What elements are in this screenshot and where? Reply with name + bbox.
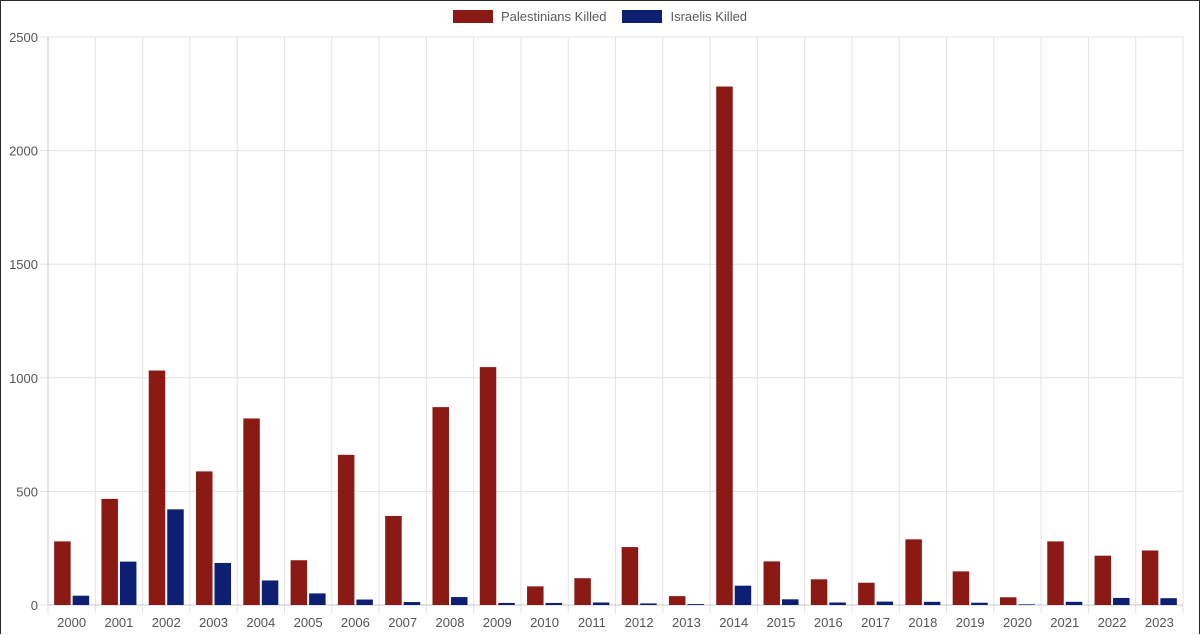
y-tick-label: 1000 xyxy=(9,371,38,386)
bar-israelis-2016[interactable] xyxy=(829,602,846,605)
bar-israelis-2018[interactable] xyxy=(923,601,941,605)
x-tick-label: 2013 xyxy=(672,615,701,630)
x-tick-label: 2018 xyxy=(908,615,937,630)
bar-palestinians-2010[interactable] xyxy=(527,586,544,605)
bar-israelis-2000[interactable] xyxy=(72,595,90,605)
x-tick-label: 2005 xyxy=(294,615,323,630)
bar-israelis-2010[interactable] xyxy=(545,602,563,605)
bar-israelis-2023[interactable] xyxy=(1160,598,1177,605)
bar-israelis-2004[interactable] xyxy=(261,580,279,605)
bar-israelis-2002[interactable] xyxy=(167,509,184,605)
y-tick-label: 1500 xyxy=(9,257,38,272)
x-tick-label: 2000 xyxy=(57,615,86,630)
bar-israelis-2017[interactable] xyxy=(876,601,894,605)
bar-israelis-2013[interactable] xyxy=(687,604,704,605)
bar-palestinians-2021[interactable] xyxy=(1047,541,1064,605)
bar-israelis-2014[interactable] xyxy=(734,585,752,605)
legend-item-palestinians[interactable]: Palestinians Killed xyxy=(452,9,607,24)
bar-israelis-2020[interactable] xyxy=(1018,604,1035,605)
bar-palestinians-2002[interactable] xyxy=(148,370,166,605)
y-tick-label: 2500 xyxy=(9,30,38,45)
x-tick-label: 2017 xyxy=(861,615,890,630)
bar-palestinians-2013[interactable] xyxy=(668,596,686,605)
x-tick-label: 2023 xyxy=(1145,615,1174,630)
x-tick-label: 2009 xyxy=(483,615,512,630)
bar-israelis-2012[interactable] xyxy=(640,603,657,605)
legend-swatch-palestinians xyxy=(452,10,493,23)
bar-palestinians-2000[interactable] xyxy=(54,541,71,605)
bar-palestinians-2017[interactable] xyxy=(858,582,875,605)
bar-palestinians-2019[interactable] xyxy=(952,571,970,605)
legend-label-palestinians: Palestinians Killed xyxy=(500,9,607,24)
legend: Palestinians Killed Israelis Killed xyxy=(0,9,1200,24)
x-tick-label: 2006 xyxy=(341,615,370,630)
bar-palestinians-2012[interactable] xyxy=(621,547,639,605)
bar-palestinians-2018[interactable] xyxy=(905,539,922,605)
bar-palestinians-2003[interactable] xyxy=(196,471,213,605)
y-tick-label: 500 xyxy=(16,484,38,499)
x-tick-label: 2010 xyxy=(530,615,559,630)
x-tick-label: 2001 xyxy=(104,615,133,630)
x-tick-label: 2012 xyxy=(625,615,654,630)
bar-israelis-2021[interactable] xyxy=(1065,601,1083,605)
bar-israelis-2022[interactable] xyxy=(1113,597,1130,605)
bar-palestinians-2016[interactable] xyxy=(810,579,828,605)
bar-palestinians-2023[interactable] xyxy=(1141,550,1159,605)
bar-palestinians-2015[interactable] xyxy=(763,561,781,605)
bar-palestinians-2006[interactable] xyxy=(337,454,355,605)
bar-israelis-2003[interactable] xyxy=(214,562,232,605)
x-tick-label: 2014 xyxy=(719,615,748,630)
bar-israelis-2007[interactable] xyxy=(403,602,421,605)
x-tick-label: 2019 xyxy=(956,615,985,630)
x-tick-label: 2002 xyxy=(152,615,181,630)
x-tick-label: 2020 xyxy=(1003,615,1032,630)
y-tick-label: 0 xyxy=(31,598,38,613)
bar-israelis-2019[interactable] xyxy=(971,602,988,605)
bar-israelis-2005[interactable] xyxy=(309,593,326,605)
bar-palestinians-2009[interactable] xyxy=(479,367,497,605)
bar-israelis-2006[interactable] xyxy=(356,599,373,605)
bar-palestinians-2020[interactable] xyxy=(999,597,1017,605)
x-tick-label: 2008 xyxy=(436,615,465,630)
x-tick-label: 2007 xyxy=(388,615,417,630)
x-tick-label: 2011 xyxy=(578,615,606,630)
bar-israelis-2008[interactable] xyxy=(450,597,468,605)
bar-palestinians-2014[interactable] xyxy=(716,86,733,605)
bar-palestinians-2001[interactable] xyxy=(101,498,118,605)
x-tick-label: 2015 xyxy=(767,615,796,630)
bar-palestinians-2008[interactable] xyxy=(432,407,449,605)
x-tick-label: 2016 xyxy=(814,615,843,630)
bar-palestinians-2022[interactable] xyxy=(1094,555,1112,605)
x-tick-label: 2003 xyxy=(199,615,228,630)
bar-palestinians-2011[interactable] xyxy=(574,578,591,605)
x-tick-label: 2022 xyxy=(1098,615,1127,630)
bar-israelis-2015[interactable] xyxy=(782,599,799,605)
bar-palestinians-2004[interactable] xyxy=(243,418,260,605)
legend-label-israelis: Israelis Killed xyxy=(670,9,748,24)
y-tick-label: 2000 xyxy=(9,144,38,159)
bar-palestinians-2005[interactable] xyxy=(290,560,308,605)
x-tick-label: 2004 xyxy=(246,615,275,630)
bar-palestinians-2007[interactable] xyxy=(385,515,402,605)
bar-israelis-2001[interactable] xyxy=(119,561,137,605)
legend-item-israelis[interactable]: Israelis Killed xyxy=(622,9,747,24)
bar-israelis-2009[interactable] xyxy=(498,602,515,605)
x-tick-label: 2021 xyxy=(1050,615,1079,630)
legend-swatch-israelis xyxy=(622,10,663,23)
bar-israelis-2011[interactable] xyxy=(592,602,610,605)
